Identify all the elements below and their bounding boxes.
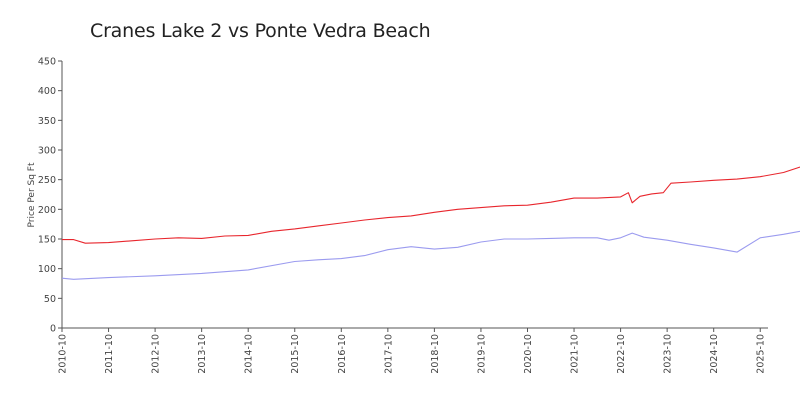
series-layer [61,166,800,280]
x-tick-label: 2023-10 [663,334,674,374]
y-tick-label: 300 [38,146,56,157]
x-tick-label: 2011-10 [104,334,115,374]
x-tick-label: 2018-10 [430,334,441,374]
x-tick-label: 2016-10 [337,334,348,374]
x-tick-label: 2010-10 [58,334,69,374]
x-tick-label: 2015-10 [290,334,301,374]
axes: 0 50 100 150 200 250 300 350 400 450 2010-10 2011-1… [38,57,768,374]
series-line-2 [61,230,800,280]
x-tick-label: 2014-10 [244,334,255,374]
x-tick-label: 2025-10 [756,334,767,374]
y-tick-label: 50 [44,294,56,305]
x-tick-label: 2020-10 [523,334,534,374]
y-tick-label: 250 [38,175,56,186]
y-tick-label: 350 [38,116,56,127]
x-tick-label: 2017-10 [383,334,394,374]
y-tick-label: 0 [50,324,56,335]
x-tick-label: 2013-10 [197,334,208,374]
y-tick-label: 150 [38,235,56,246]
chart-title: Cranes Lake 2 vs Ponte Vedra Beach [90,20,431,42]
x-tick-label: 2019-10 [476,334,487,374]
y-tick-label: 450 [38,57,56,68]
x-tick-label: 2021-10 [570,334,581,374]
y-axis-label: Price Per Sq Ft [27,162,37,227]
y-tick-label: 100 [38,264,56,275]
y-tick-label: 200 [38,205,56,216]
x-tick-label: 2012-10 [151,334,162,374]
x-tick-label: 2022-10 [616,334,627,374]
x-tick-label: 2024-10 [709,334,720,374]
y-tick-label: 400 [38,86,56,97]
series-line-1 [62,166,800,244]
